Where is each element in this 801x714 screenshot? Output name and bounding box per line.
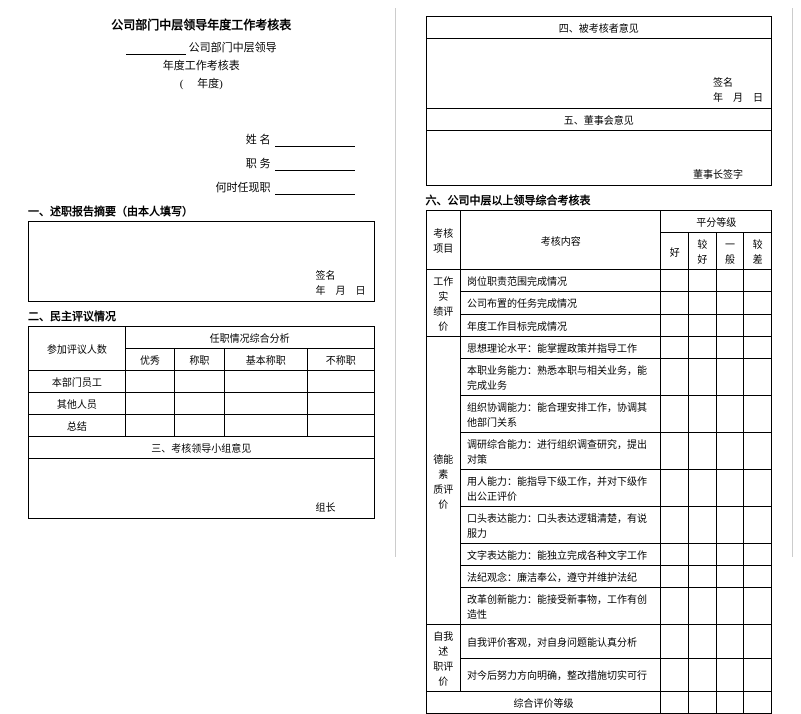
sec1-signature: 签名 年 月 日 [316, 267, 366, 297]
sec5-signature: 董事长签字 [693, 166, 763, 181]
field-position: 职 务 [28, 155, 375, 171]
g2-row-0: 思想理论水平：能掌握政策并指导工作 [461, 337, 661, 359]
t2-row-1: 其他人员 [29, 393, 375, 415]
t6-h3: 平分等级 [661, 211, 772, 233]
section-3-head: 三、考核领导小组意见 [29, 437, 375, 459]
company-blank [126, 43, 186, 55]
section-2-table: 参加评议人数 任职情况综合分析 优秀 称职 基本称职 不称职 本部门员工 其他人… [28, 326, 375, 519]
page-right: 四、被考核者意见 签名 年 月 日 五、董事会意见 董事长签字 六、公司中层以上… [406, 8, 794, 557]
main-title: 公司部门中层领导年度工作考核表 [28, 16, 375, 33]
t6-h1: 考核项目 [426, 211, 461, 270]
t6-h2: 考核内容 [461, 211, 661, 270]
t6-group3: 自我述职评价 [426, 625, 461, 692]
t6-col-1: 较好 [689, 233, 717, 270]
g1-row-1: 公司布置的任务完成情况 [461, 292, 661, 314]
title-line2: 年度工作考核表 [28, 57, 375, 73]
g2-row-7: 法纪观念：廉洁奉公，遵守并维护法纪 [461, 566, 661, 588]
section-6-table: 考核项目 考核内容 平分等级 好 较好 一般 较差 工作实绩评价 岗位职责范围完… [426, 210, 773, 714]
sec3-signature: 组长 [316, 499, 366, 514]
section-2-head: 二、民主评议情况 [28, 308, 375, 324]
title-line3: ( 年度) [28, 75, 375, 91]
t2-col-0: 优秀 [125, 349, 174, 371]
t6-group2: 德能素质评价 [426, 337, 461, 625]
t2-col-3: 不称职 [308, 349, 374, 371]
g2-row-3: 调研综合能力：进行组织调查研究，提出对策 [461, 433, 661, 470]
section-4-box: 四、被考核者意见 签名 年 月 日 五、董事会意见 董事长签字 [426, 16, 773, 186]
t2-col-1: 称职 [175, 349, 224, 371]
subtitle: 公司部门中层领导 [28, 39, 375, 55]
field-date-appointed: 何时任现职 [28, 179, 375, 195]
section-5-head: 五、董事会意见 [426, 109, 772, 131]
t2-head-right: 任职情况综合分析 [125, 327, 374, 349]
section-1-box: 签名 年 月 日 [28, 221, 375, 302]
section-1-head: 一、述职报告摘要（由本人填写） [28, 203, 375, 219]
sec4-signature: 签名 年 月 日 [713, 74, 763, 104]
t2-row-0: 本部门员工 [29, 371, 375, 393]
section-4-head: 四、被考核者意见 [426, 17, 772, 39]
g1-row-0: 岗位职责范围完成情况 [461, 270, 661, 292]
t2-col-2: 基本称职 [224, 349, 307, 371]
page-left: 公司部门中层领导年度工作考核表 公司部门中层领导 年度工作考核表 ( 年度) 姓… [8, 8, 396, 557]
field-name: 姓 名 [28, 131, 375, 147]
g2-row-8: 改革创新能力：能接受新事物，工作有创造性 [461, 588, 661, 625]
g2-row-6: 文字表达能力：能独立完成各种文字工作 [461, 544, 661, 566]
t6-footer: 综合评价等级 [426, 692, 661, 714]
g2-row-4: 用人能力：能指导下级工作，并对下级作出公正评价 [461, 470, 661, 507]
t6-col-2: 一般 [716, 233, 744, 270]
t6-col-0: 好 [661, 233, 689, 270]
subtitle-suffix: 公司部门中层领导 [189, 42, 277, 54]
t2-row-2: 总结 [29, 415, 375, 437]
section-6-head: 六、公司中层以上领导综合考核表 [426, 192, 773, 208]
g2-row-2: 组织协调能力：能合理安排工作，协调其他部门关系 [461, 396, 661, 433]
g3-row-0: 自我评价客观，对自身问题能认真分析 [461, 625, 661, 659]
g2-row-5: 口头表达能力：口头表达逻辑清楚，有说服力 [461, 507, 661, 544]
g2-row-1: 本职业务能力：熟悉本职与相关业务，能完成业务 [461, 359, 661, 396]
g3-row-1: 对今后努力方向明确，整改措施切实可行 [461, 658, 661, 692]
g1-row-2: 年度工作目标完成情况 [461, 314, 661, 336]
t6-col-3: 较差 [744, 233, 772, 270]
t6-group1: 工作实绩评价 [426, 270, 461, 337]
t2-head-left: 参加评议人数 [29, 327, 126, 371]
